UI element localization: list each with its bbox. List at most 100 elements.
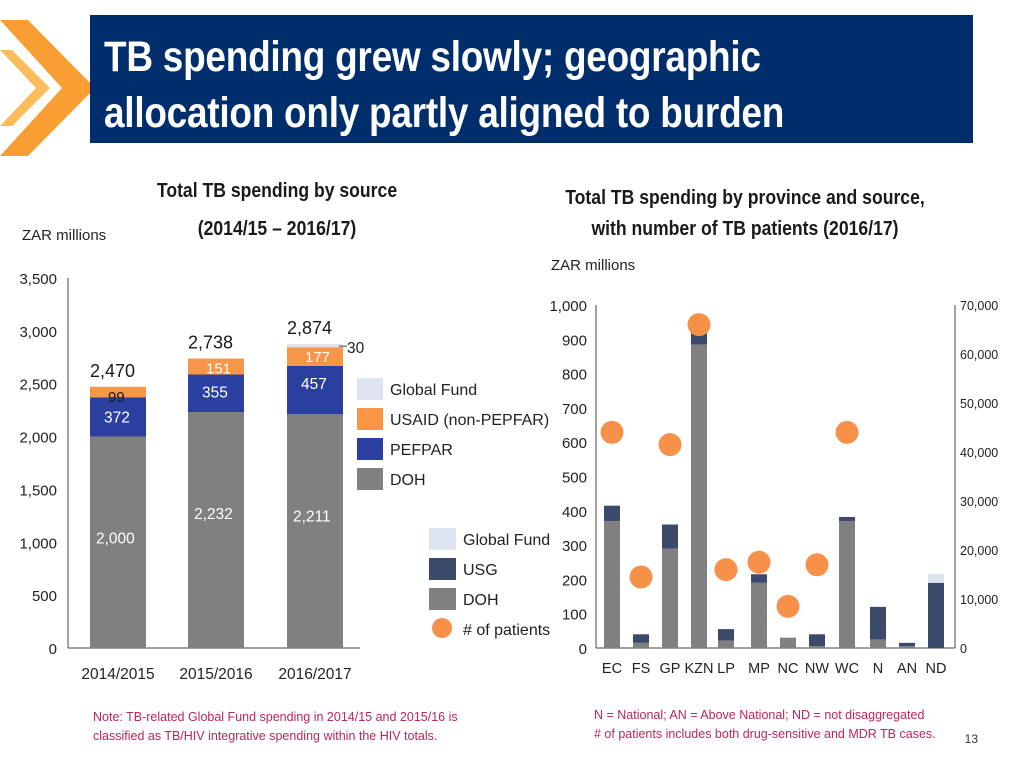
left-legend-label: DOH: [390, 472, 426, 489]
left-bar-global-fund: [287, 344, 343, 348]
left-doh-value-label: 2,000: [96, 531, 135, 548]
left-usaid-value-label: 99: [108, 389, 125, 406]
note-right-line-2: # of patients includes both drug-sensiti…: [594, 727, 936, 741]
right-legend-label: # of patients: [463, 622, 550, 639]
right-y-tick-label: 400: [562, 504, 587, 521]
left-bar-pefpar: [90, 397, 146, 437]
right-x-tick-label: ND: [926, 661, 947, 677]
right-legend-swatch: [429, 528, 456, 550]
left-legend-swatch: [357, 438, 383, 460]
right-bar-doh: [662, 548, 678, 648]
right-bar-doh: [870, 639, 886, 648]
right-y-tick-label: 0: [579, 641, 587, 658]
left-usaid-value-label: 151: [206, 361, 231, 378]
left-x-tick-label: 2016/2017: [278, 666, 351, 683]
left-bar-usaid-non-pepfar-: [188, 358, 244, 375]
right-legend-patients-swatch: [432, 618, 452, 638]
left-y-tick-label: 2,000: [19, 430, 57, 447]
note-right: N = National; AN = Above National; ND = …: [594, 706, 936, 744]
left-bar-pefpar: [287, 365, 343, 415]
note-left: Note: TB-related Global Fund spending in…: [93, 708, 458, 746]
page-number: 13: [964, 732, 978, 746]
right-patients-point: [600, 420, 624, 444]
left-chart-title-line-2: (2014/15 – 2016/17): [197, 218, 357, 240]
right-y2-tick-label: 50,000: [960, 397, 998, 411]
right-patients-point: [687, 313, 711, 337]
right-y-tick-label: 200: [562, 572, 587, 589]
chevron-logo: [0, 20, 95, 156]
right-patients-point: [805, 553, 829, 577]
right-bar-doh: [718, 640, 734, 648]
right-y-tick-label: 900: [562, 332, 587, 349]
right-bar-usg: [718, 629, 734, 641]
right-bar-doh: [691, 344, 707, 648]
left-x-tick-label: 2015/2016: [179, 666, 252, 683]
left-legend-label: USAID (non-PEPFAR): [390, 412, 549, 429]
right-y2-tick-label: 30,000: [960, 495, 998, 509]
slide-title: TB spending grew slowly; geographic allo…: [104, 29, 839, 141]
left-bar-usaid-non-pepfar-: [90, 386, 146, 398]
right-y-tick-label: 1,000: [549, 298, 587, 315]
right-y2-tick-label: 20,000: [960, 544, 998, 558]
right-legend-label: DOH: [463, 592, 499, 609]
right-bar-usg: [809, 634, 825, 647]
right-bar-usg: [751, 574, 767, 583]
right-chart: 0 100 200 300 400 500 600 700 800 900 1,000 0 10,000…: [429, 298, 998, 677]
left-legend-swatch: [357, 378, 383, 400]
slide-title-line-2: allocation only partly aligned to burden: [104, 89, 785, 137]
right-bar-usg: [928, 582, 944, 648]
left-pefpar-value-label: 372: [104, 410, 130, 427]
right-y-tick-label: 600: [562, 435, 587, 452]
right-x-tick-label: EC: [602, 661, 622, 677]
chevron-outer-icon: [0, 20, 95, 156]
slide-title-line-1: TB spending grew slowly; geographic: [104, 33, 761, 81]
left-bar-usaid-non-pepfar-: [287, 347, 343, 366]
right-legend-label: Global Fund: [463, 532, 550, 549]
left-y-tick-label: 3,000: [19, 324, 57, 341]
right-bar-usg: [870, 606, 886, 640]
right-patients-point: [747, 550, 771, 574]
right-bar-usg: [662, 524, 678, 549]
left-y-tick-label: 3,500: [19, 271, 57, 288]
left-bar-doh: [188, 412, 244, 648]
left-pefpar-value-label: 355: [202, 385, 228, 402]
right-bar-doh: [780, 637, 796, 648]
right-legend-label: USG: [463, 562, 498, 579]
left-bar-doh: [287, 414, 343, 648]
right-y-tick-label: 500: [562, 470, 587, 487]
left-x-tick-label: 2014/2015: [81, 666, 154, 683]
right-bar-doh: [809, 646, 825, 648]
left-total-label: 2,470: [90, 361, 135, 381]
left-total-label: 2,738: [188, 333, 233, 353]
right-y2-tick-label: 70,000: [960, 299, 998, 313]
right-patients-point: [658, 433, 682, 457]
chevron-inner-icon: [0, 50, 50, 126]
right-bar-doh: [899, 646, 915, 648]
right-x-tick-label: NC: [778, 661, 799, 677]
right-chart-title-line-1: Total TB spending by province and source…: [565, 187, 925, 209]
right-x-tick-label: NW: [805, 661, 829, 677]
left-pefpar-value-label: 457: [301, 376, 327, 393]
left-chart: 0 500 1,000 1,500 2,000 2,500 3,000 3,500 2014/2…: [19, 271, 549, 683]
right-bar-usg: [839, 516, 855, 522]
right-patients-point: [776, 594, 800, 618]
left-doh-value-label: 2,232: [194, 506, 233, 523]
right-y-tick-label: 700: [562, 401, 587, 418]
left-y-tick-label: 0: [49, 641, 57, 658]
right-x-tick-label: AN: [897, 661, 917, 677]
right-y2-tick-label: 10,000: [960, 593, 998, 607]
left-bar-doh: [90, 436, 146, 648]
title-bar: TB spending grew slowly; geographic allo…: [90, 15, 973, 143]
right-patients-point: [629, 565, 653, 589]
right-bar-doh: [604, 521, 620, 648]
left-y-tick-label: 1,500: [19, 482, 57, 499]
note-left-line-2: classified as TB/HIV integrative spendin…: [93, 729, 438, 743]
right-chart-title-line-2: with number of TB patients (2016/17): [591, 218, 899, 240]
right-x-tick-label: GP: [660, 661, 681, 677]
right-x-tick-label: LP: [717, 661, 735, 677]
right-x-tick-label: KZN: [685, 661, 714, 677]
note-right-line-1: N = National; AN = Above National; ND = …: [594, 708, 925, 722]
right-y-tick-label: 100: [562, 607, 587, 624]
right-y-tick-label: 800: [562, 367, 587, 384]
right-y2-tick-label: 40,000: [960, 446, 998, 460]
